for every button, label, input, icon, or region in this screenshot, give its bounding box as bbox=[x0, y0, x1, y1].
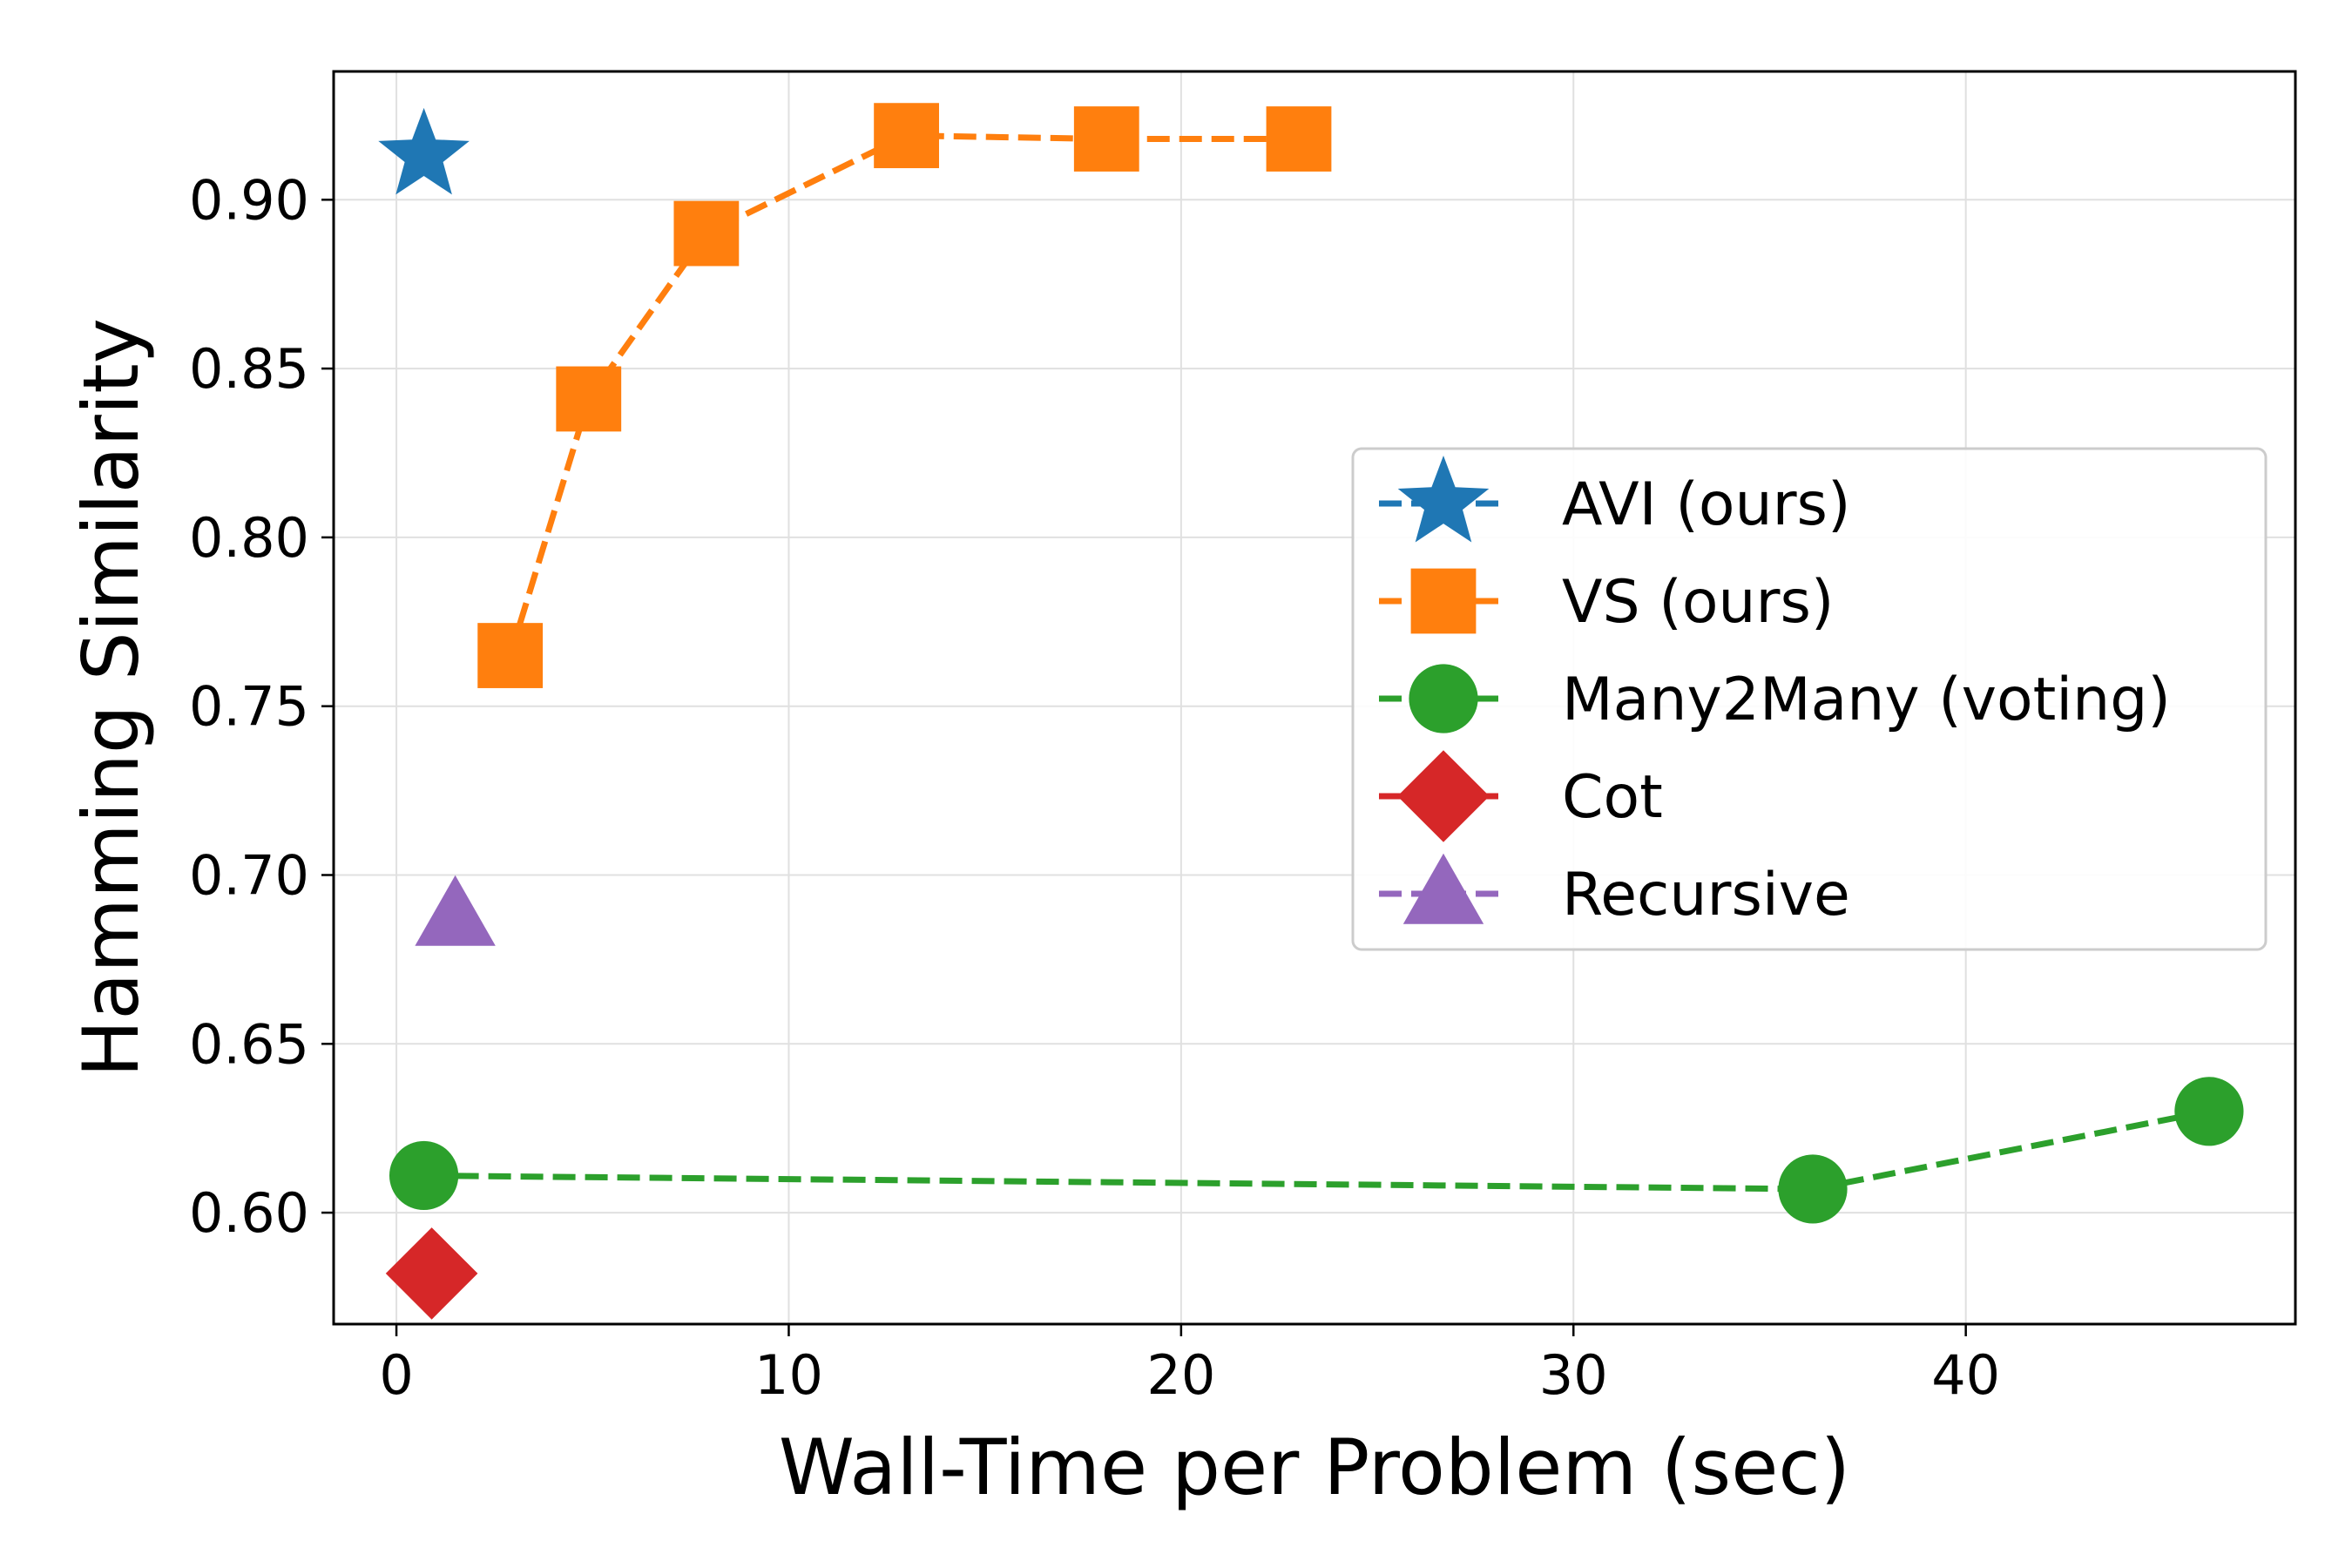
data-point bbox=[1266, 106, 1332, 172]
legend-label: Recursive bbox=[1562, 861, 1850, 929]
legend-label: Many2Many (voting) bbox=[1562, 666, 2171, 734]
plot-frame bbox=[332, 70, 2297, 1326]
y-tick-label: 0.85 bbox=[189, 337, 309, 401]
legend-label: VS (ours) bbox=[1562, 568, 1834, 637]
y-axis-label: Hamming Similarity bbox=[66, 318, 156, 1078]
series-layer bbox=[378, 103, 2244, 1320]
y-tick-label: 0.90 bbox=[189, 168, 309, 232]
x-tick-label: 10 bbox=[754, 1343, 823, 1407]
data-point bbox=[378, 107, 470, 195]
series-line bbox=[507, 132, 1299, 657]
ticks-layer: 0 10 20 30 40 0.60 0.65 0.70 0.75 0.80 0.85 0.90 bbox=[189, 168, 2000, 1407]
data-point bbox=[389, 1140, 459, 1211]
data-point bbox=[385, 1227, 478, 1320]
series-circle bbox=[389, 1077, 2244, 1224]
data-point bbox=[477, 623, 544, 688]
series-square bbox=[477, 103, 1332, 688]
series-diamond bbox=[385, 1227, 478, 1320]
y-tick-label: 0.70 bbox=[189, 843, 309, 907]
legend-entry: AVI (ours) bbox=[1379, 456, 1851, 543]
y-tick-label: 0.60 bbox=[189, 1181, 309, 1245]
legend-marker bbox=[1409, 664, 1478, 733]
y-tick-label: 0.65 bbox=[189, 1012, 309, 1076]
series-star bbox=[378, 107, 470, 195]
data-point bbox=[415, 875, 496, 946]
legend-label: AVI (ours) bbox=[1562, 470, 1851, 539]
data-point bbox=[874, 103, 939, 169]
y-tick-label: 0.80 bbox=[189, 506, 309, 570]
legend-box bbox=[1351, 447, 2268, 951]
legend-entry: Many2Many (voting) bbox=[1379, 664, 2171, 734]
legend-marker bbox=[1402, 853, 1484, 924]
data-point bbox=[1073, 106, 1139, 172]
legend-marker bbox=[1397, 750, 1490, 842]
legend-marker bbox=[1410, 568, 1477, 634]
x-axis-label: Wall-Time per Problem (sec) bbox=[779, 1423, 1850, 1512]
data-point bbox=[1778, 1154, 1848, 1224]
data-point bbox=[673, 200, 740, 267]
x-tick-label: 20 bbox=[1146, 1343, 1215, 1407]
legend: AVI (ours) VS (ours) Many2Many (voting) Cot… bbox=[1351, 447, 2268, 951]
data-point bbox=[556, 366, 622, 432]
data-point bbox=[2174, 1077, 2244, 1146]
legend-marker bbox=[1397, 456, 1490, 543]
x-tick-label: 0 bbox=[379, 1343, 413, 1407]
y-tick-label: 0.75 bbox=[189, 675, 309, 739]
x-tick-label: 40 bbox=[1931, 1343, 2000, 1407]
legend-entry: Recursive bbox=[1379, 853, 1850, 929]
legend-entry: Cot bbox=[1379, 750, 1663, 842]
legend-label: Cot bbox=[1562, 763, 1663, 832]
series-line bbox=[423, 1108, 2210, 1193]
series-triangle bbox=[415, 875, 496, 946]
x-tick-label: 30 bbox=[1539, 1343, 1608, 1407]
legend-entry: VS (ours) bbox=[1379, 568, 1834, 637]
